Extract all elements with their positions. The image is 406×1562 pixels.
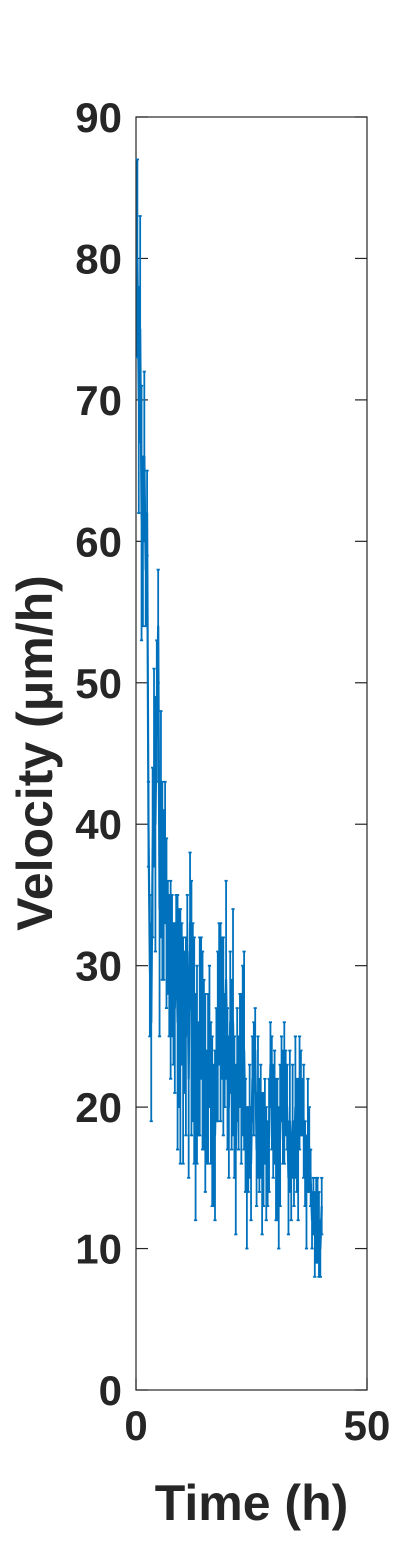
error-bar — [221, 936, 225, 1137]
series-group — [135, 158, 324, 1278]
error-bar — [297, 1035, 302, 1151]
error-bar — [203, 993, 207, 1193]
error-bar — [282, 1021, 286, 1165]
error-bar — [264, 1106, 268, 1222]
y-tick-label: 80 — [75, 235, 122, 282]
y-axis-ticks: 0 10 20 30 40 50 60 70 80 90 — [75, 94, 367, 1414]
x-tick-label: 50 — [344, 1402, 391, 1449]
y-tick-label: 60 — [75, 518, 122, 565]
x-tick-label: 0 — [124, 1402, 147, 1449]
error-bar — [320, 1176, 324, 1236]
error-bar — [218, 922, 223, 1123]
error-bar — [146, 780, 151, 868]
series-layer — [135, 158, 324, 1278]
error-bar — [195, 964, 199, 1165]
error-bar — [145, 469, 149, 557]
y-tick-label: 20 — [75, 1084, 122, 1131]
error-bar — [169, 879, 173, 1080]
x-axis-label: Time (h) — [155, 1475, 349, 1531]
error-bar — [164, 837, 169, 1009]
error-bar — [139, 384, 144, 642]
x-axis-ticks: 0 50 — [124, 1378, 390, 1449]
y-tick-label: 50 — [75, 660, 122, 707]
y-tick-label: 70 — [75, 377, 122, 424]
error-bar — [156, 568, 160, 684]
error-bar — [178, 908, 182, 1165]
y-axis-label: Velocity (μm/h) — [7, 575, 63, 931]
y-tick-label: 40 — [75, 801, 122, 848]
y-tick-label: 10 — [75, 1226, 122, 1273]
y-tick-label: 0 — [99, 1367, 122, 1414]
y-tick-label: 90 — [75, 94, 122, 141]
error-bar — [181, 936, 185, 1165]
y-tick-label: 30 — [75, 943, 122, 990]
